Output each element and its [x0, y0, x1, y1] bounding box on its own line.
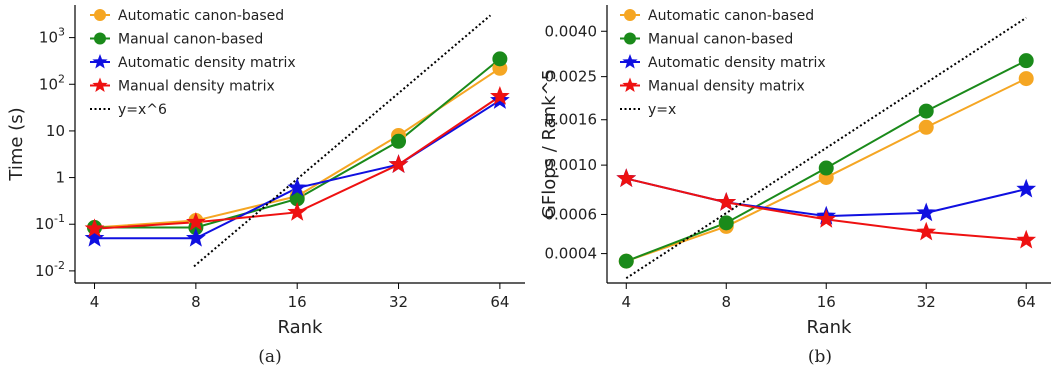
- data-point: [616, 168, 637, 187]
- legend-label: Automatic canon-based: [648, 8, 814, 24]
- data-point: [818, 160, 834, 176]
- x-axis-label: Rank: [807, 317, 853, 338]
- legend-label: Manual canon-based: [118, 32, 263, 48]
- data-point: [388, 154, 409, 173]
- y-axis-label: GFlops / Rank^5: [539, 69, 560, 219]
- y-tick-label: 102: [39, 72, 65, 93]
- legend-marker: [92, 77, 108, 92]
- x-tick-label: 16: [817, 293, 836, 311]
- data-point: [84, 218, 105, 238]
- legend: Automatic canon-based Manual canon-based A…: [90, 8, 296, 118]
- panel-caption: (a): [258, 347, 281, 367]
- data-point: [490, 86, 510, 105]
- legend-label: Manual density matrix: [118, 79, 275, 95]
- y-tick-label: 10-1: [35, 212, 65, 233]
- data-point: [287, 201, 308, 221]
- legend-marker: [624, 32, 636, 45]
- y-tick-label: 10: [46, 122, 65, 140]
- x-tick-label: 64: [1017, 293, 1036, 311]
- chart-panel-b: 4 8 16 32 64 0.0004 0.0006 0.0010 0.0016 0.0025 0.…: [539, 5, 1051, 367]
- data-point: [1016, 178, 1037, 198]
- series-line: [193, 14, 492, 268]
- data-point: [391, 133, 407, 149]
- panel-caption: (b): [808, 347, 832, 367]
- data-point: [718, 215, 734, 231]
- series-line: [625, 16, 1027, 280]
- legend-label: Automatic canon-based: [118, 8, 284, 24]
- x-tick-label: 4: [90, 293, 100, 311]
- data-point: [916, 202, 937, 222]
- data-point: [916, 221, 937, 241]
- x-tick-label: 32: [917, 293, 936, 311]
- x-axis-label: Rank: [278, 317, 324, 338]
- y-tick-label: 0.0025: [545, 68, 598, 86]
- x-tick-label: 8: [191, 293, 201, 311]
- y-tick-label: 0.0004: [545, 245, 598, 263]
- legend-marker: [622, 77, 638, 92]
- legend-marker: [94, 32, 106, 45]
- y-axis-label: Time (s): [6, 107, 27, 181]
- legend-label: y=x^6: [118, 102, 167, 118]
- data-point: [1016, 229, 1037, 249]
- legend-marker: [624, 9, 636, 21]
- y-tick-label: 1: [55, 169, 65, 187]
- data-point: [84, 227, 105, 247]
- data-point: [918, 103, 934, 119]
- chart-panel-a: 4 8 16 32 64 10-2 10-1 1 10 102 103 Rank Time (s) (a)…: [6, 5, 525, 367]
- y-tick-label: 0.0040: [545, 22, 598, 40]
- y-tick-label: 0.0010: [545, 156, 598, 174]
- legend-marker: [622, 54, 638, 69]
- data-point: [618, 253, 634, 269]
- data-point: [1018, 53, 1034, 69]
- y-tick-label: 10-2: [35, 259, 65, 280]
- legend: Automatic canon-based Manual canon-based A…: [620, 8, 826, 118]
- legend-label: Automatic density matrix: [118, 55, 296, 71]
- y-tick-label: 0.0006: [545, 205, 598, 223]
- legend-label: Manual density matrix: [648, 79, 805, 95]
- data-point: [287, 177, 308, 197]
- legend-marker: [94, 9, 106, 21]
- x-tick-label: 64: [490, 293, 509, 311]
- legend-marker: [92, 54, 108, 69]
- data-point: [186, 211, 206, 231]
- data-point: [918, 119, 934, 135]
- legend-label: y=x: [648, 102, 676, 118]
- series-line: [94, 99, 501, 240]
- data-point: [186, 227, 206, 247]
- y-tick-label: 0.0016: [545, 111, 598, 129]
- legend-label: Manual canon-based: [648, 32, 793, 48]
- x-tick-label: 16: [288, 293, 307, 311]
- x-tick-label: 32: [389, 293, 408, 311]
- data-point: [716, 192, 737, 211]
- legend-label: Automatic density matrix: [648, 55, 826, 71]
- data-point: [816, 209, 837, 228]
- data-point: [1018, 71, 1034, 87]
- y-tick-label: 103: [39, 26, 65, 47]
- data-point: [492, 51, 508, 67]
- x-tick-label: 4: [621, 293, 631, 311]
- x-tick-label: 8: [721, 293, 731, 311]
